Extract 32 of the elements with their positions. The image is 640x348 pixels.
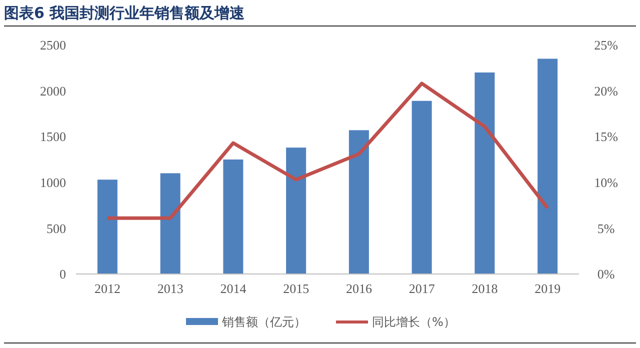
bar: [160, 173, 180, 274]
legend-label: 同比增长（%）: [372, 315, 456, 330]
chart-title: 图表6 我国封测行业年销售额及增速: [4, 4, 246, 22]
bar: [348, 130, 369, 274]
y2-tick-label: 25%: [594, 38, 618, 53]
y2-tick-label: 5%: [597, 220, 615, 236]
x-tick-label: 2019: [534, 281, 561, 296]
bar: [223, 160, 244, 274]
line-series: [106, 82, 550, 220]
bar: [474, 72, 495, 274]
y2-tick-label: 10%: [594, 174, 618, 190]
x-tick-label: 2012: [94, 281, 120, 296]
y-tick-label: 500: [46, 220, 66, 236]
y2-tick-label: 20%: [594, 83, 618, 98]
bar: [538, 58, 558, 274]
x-tick-label: 2015: [283, 281, 310, 296]
y-tick-label: 0: [60, 266, 66, 282]
x-tick-label: 2014: [220, 281, 247, 296]
legend-label: 销售额（亿元）: [221, 315, 306, 330]
y-tick-label: 1500: [40, 129, 66, 144]
y2-tick-label: 0%: [597, 266, 615, 282]
y2-tick-label: 15%: [594, 129, 618, 144]
y-tick-label: 2000: [40, 83, 66, 98]
x-tick-label: 2017: [408, 281, 436, 296]
y-tick-label: 2500: [40, 38, 66, 53]
x-tick-label: 2018: [472, 281, 498, 296]
bar: [286, 148, 306, 274]
bar: [97, 180, 118, 274]
bar: [412, 100, 432, 274]
x-tick-label: 2013: [157, 281, 184, 296]
x-tick-label: 2016: [346, 281, 372, 296]
y-tick-label: 1000: [40, 174, 66, 190]
